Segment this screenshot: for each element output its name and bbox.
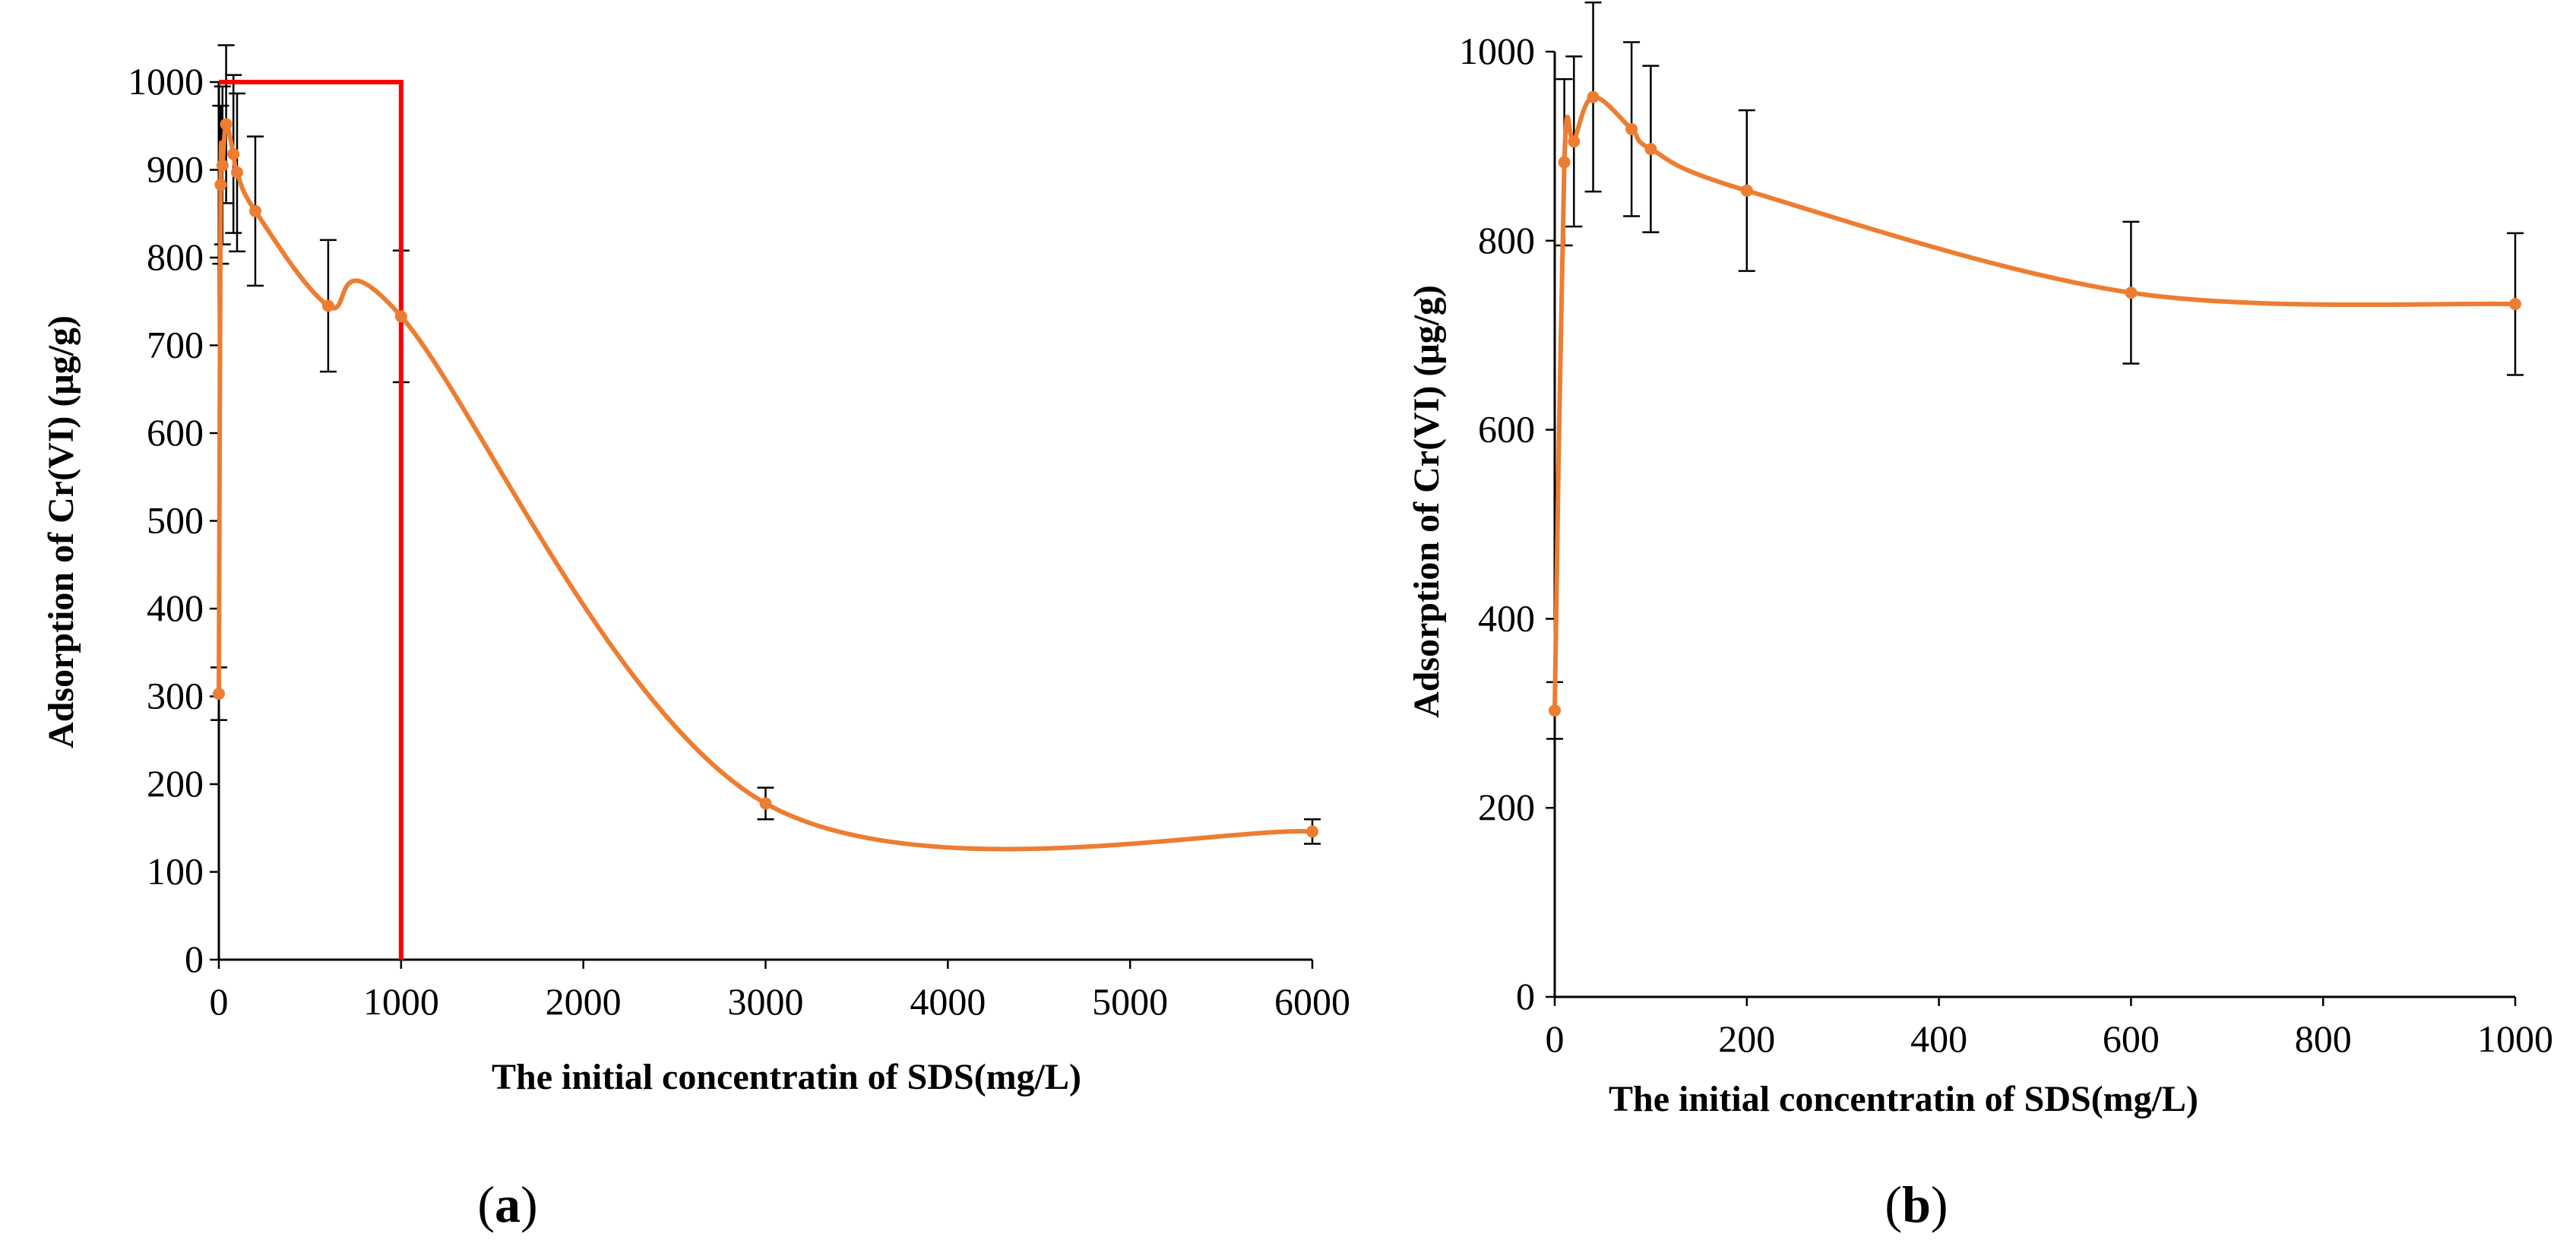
panel-a-caption-letter: a — [495, 1175, 521, 1233]
panel-b-error-bars — [1546, 2, 2524, 740]
panel-a-caption: (a) — [477, 1175, 537, 1233]
panel-b-y-tick-label: 200 — [1478, 786, 1535, 828]
panel-a-error-bars — [210, 44, 1321, 845]
chart-panel-b: 0 200 400 600 800 1000 0 200 400 600 800 1000 Adsor… — [1407, 2, 2553, 1233]
panel-b-caption-close: ) — [1931, 1175, 1948, 1233]
panel-a-x-tick-label: 2000 — [546, 980, 622, 1023]
panel-b-y-tick-label: 0 — [1516, 975, 1535, 1017]
panel-b-data-point — [1740, 184, 1753, 197]
panel-a-y-axis-title: Adsorption of Cr(VI) (μg/g) — [41, 315, 81, 748]
panel-a-caption-open: ( — [477, 1175, 495, 1233]
panel-b-tick-labels: 0 200 400 600 800 1000 0 200 400 600 800 1000 — [1459, 30, 2553, 1060]
panel-b-x-tick-label: 0 — [1546, 1017, 1565, 1060]
panel-b-x-tick-label: 800 — [2295, 1017, 2352, 1060]
panel-a-x-axis-title: The initial concentratin of SDS(mg/L) — [492, 1057, 1081, 1097]
panel-b-y-tick-label: 600 — [1478, 408, 1535, 451]
panel-b-data-point — [2125, 286, 2138, 299]
panel-a-axes — [210, 81, 1314, 969]
panel-b-data-point — [1549, 704, 1561, 717]
panel-a-x-tick-label: 1000 — [363, 980, 439, 1023]
panel-b-x-tick-label: 600 — [2103, 1017, 2160, 1060]
panel-a-highlight-box — [219, 80, 403, 960]
panel-a-series-path — [217, 122, 1315, 852]
panel-a-y-tick-label: 600 — [147, 411, 204, 454]
panel-b-data-point — [1587, 90, 1600, 103]
panel-b-data-point — [1568, 135, 1581, 148]
panel-a-x-tick-label: 5000 — [1092, 980, 1168, 1023]
panel-a-data-point — [227, 147, 240, 160]
panel-b-x-tick-label: 200 — [1718, 1017, 1775, 1060]
panel-a-y-tick-label: 0 — [185, 938, 204, 980]
panel-a-y-tick-label: 100 — [147, 850, 204, 893]
panel-b-y-tick-label: 800 — [1478, 219, 1535, 261]
panel-a-data-point — [220, 118, 233, 131]
panel-a-y-tick-label: 800 — [147, 236, 204, 278]
panel-a-y-tick-label: 400 — [147, 587, 204, 629]
panel-b-x-tick-label: 1000 — [2477, 1017, 2553, 1060]
panel-a-y-tick-label: 200 — [147, 762, 204, 805]
panel-b-series-path — [1552, 94, 2517, 713]
panel-b-data-point — [1644, 143, 1657, 156]
panel-a-data-point — [759, 797, 772, 810]
panel-b-caption-open: ( — [1885, 1175, 1902, 1233]
panel-b-x-tick-label: 400 — [1910, 1017, 1967, 1060]
panel-a-y-tick-label: 1000 — [128, 60, 204, 103]
panel-b-caption-letter: b — [1902, 1175, 1931, 1233]
chart-panel-a: 0 100 200 300 400 500 600 700 800 900 1000 0 1000 200… — [41, 44, 1350, 1233]
panel-b-series-line — [1552, 94, 2517, 713]
panel-a-y-tick-label: 300 — [147, 675, 204, 717]
panel-a-tick-labels: 0 100 200 300 400 500 600 700 800 900 1000 0 1000 200… — [128, 60, 1350, 1023]
panel-a-data-point — [394, 310, 407, 323]
panel-a-y-tick-label: 700 — [147, 324, 204, 366]
panel-b-data-point — [1625, 123, 1638, 136]
panel-b-x-axis-title: The initial concentratin of SDS(mg/L) — [1609, 1079, 2198, 1119]
panel-a-y-tick-label: 900 — [147, 148, 204, 191]
panel-a-series-line — [217, 122, 1315, 852]
panel-b-data-point — [2509, 298, 2521, 311]
panel-a-data-point — [248, 204, 261, 217]
panel-b-caption: (b) — [1885, 1175, 1948, 1233]
panel-a-x-tick-label: 3000 — [728, 980, 804, 1023]
panel-a-caption-close: ) — [521, 1175, 538, 1233]
panel-a-x-tick-label: 4000 — [910, 980, 986, 1023]
panel-a-y-tick-label: 500 — [147, 499, 204, 542]
panel-a-data-point — [321, 299, 334, 312]
panel-a-data-point — [216, 159, 229, 172]
panel-a-data-point — [213, 688, 225, 701]
panel-a-x-tick-label: 6000 — [1274, 980, 1350, 1023]
panel-a-data-point — [1306, 825, 1318, 838]
panel-a-x-tick-label: 0 — [210, 980, 229, 1023]
panel-b-axes — [1546, 50, 2517, 1006]
panel-a-data-point — [230, 166, 243, 179]
panel-a-data-point — [214, 179, 227, 191]
panel-b-y-tick-label: 1000 — [1459, 30, 1535, 72]
panel-a-highlight-rect — [219, 80, 403, 960]
panel-b-y-tick-label: 400 — [1478, 596, 1535, 639]
panel-a-data-points — [213, 118, 1318, 838]
panel-b-data-point — [1558, 156, 1571, 169]
panel-b-y-axis-title: Adsorption of Cr(VI) (μg/g) — [1407, 285, 1447, 718]
panel-b-data-points — [1549, 90, 2521, 717]
